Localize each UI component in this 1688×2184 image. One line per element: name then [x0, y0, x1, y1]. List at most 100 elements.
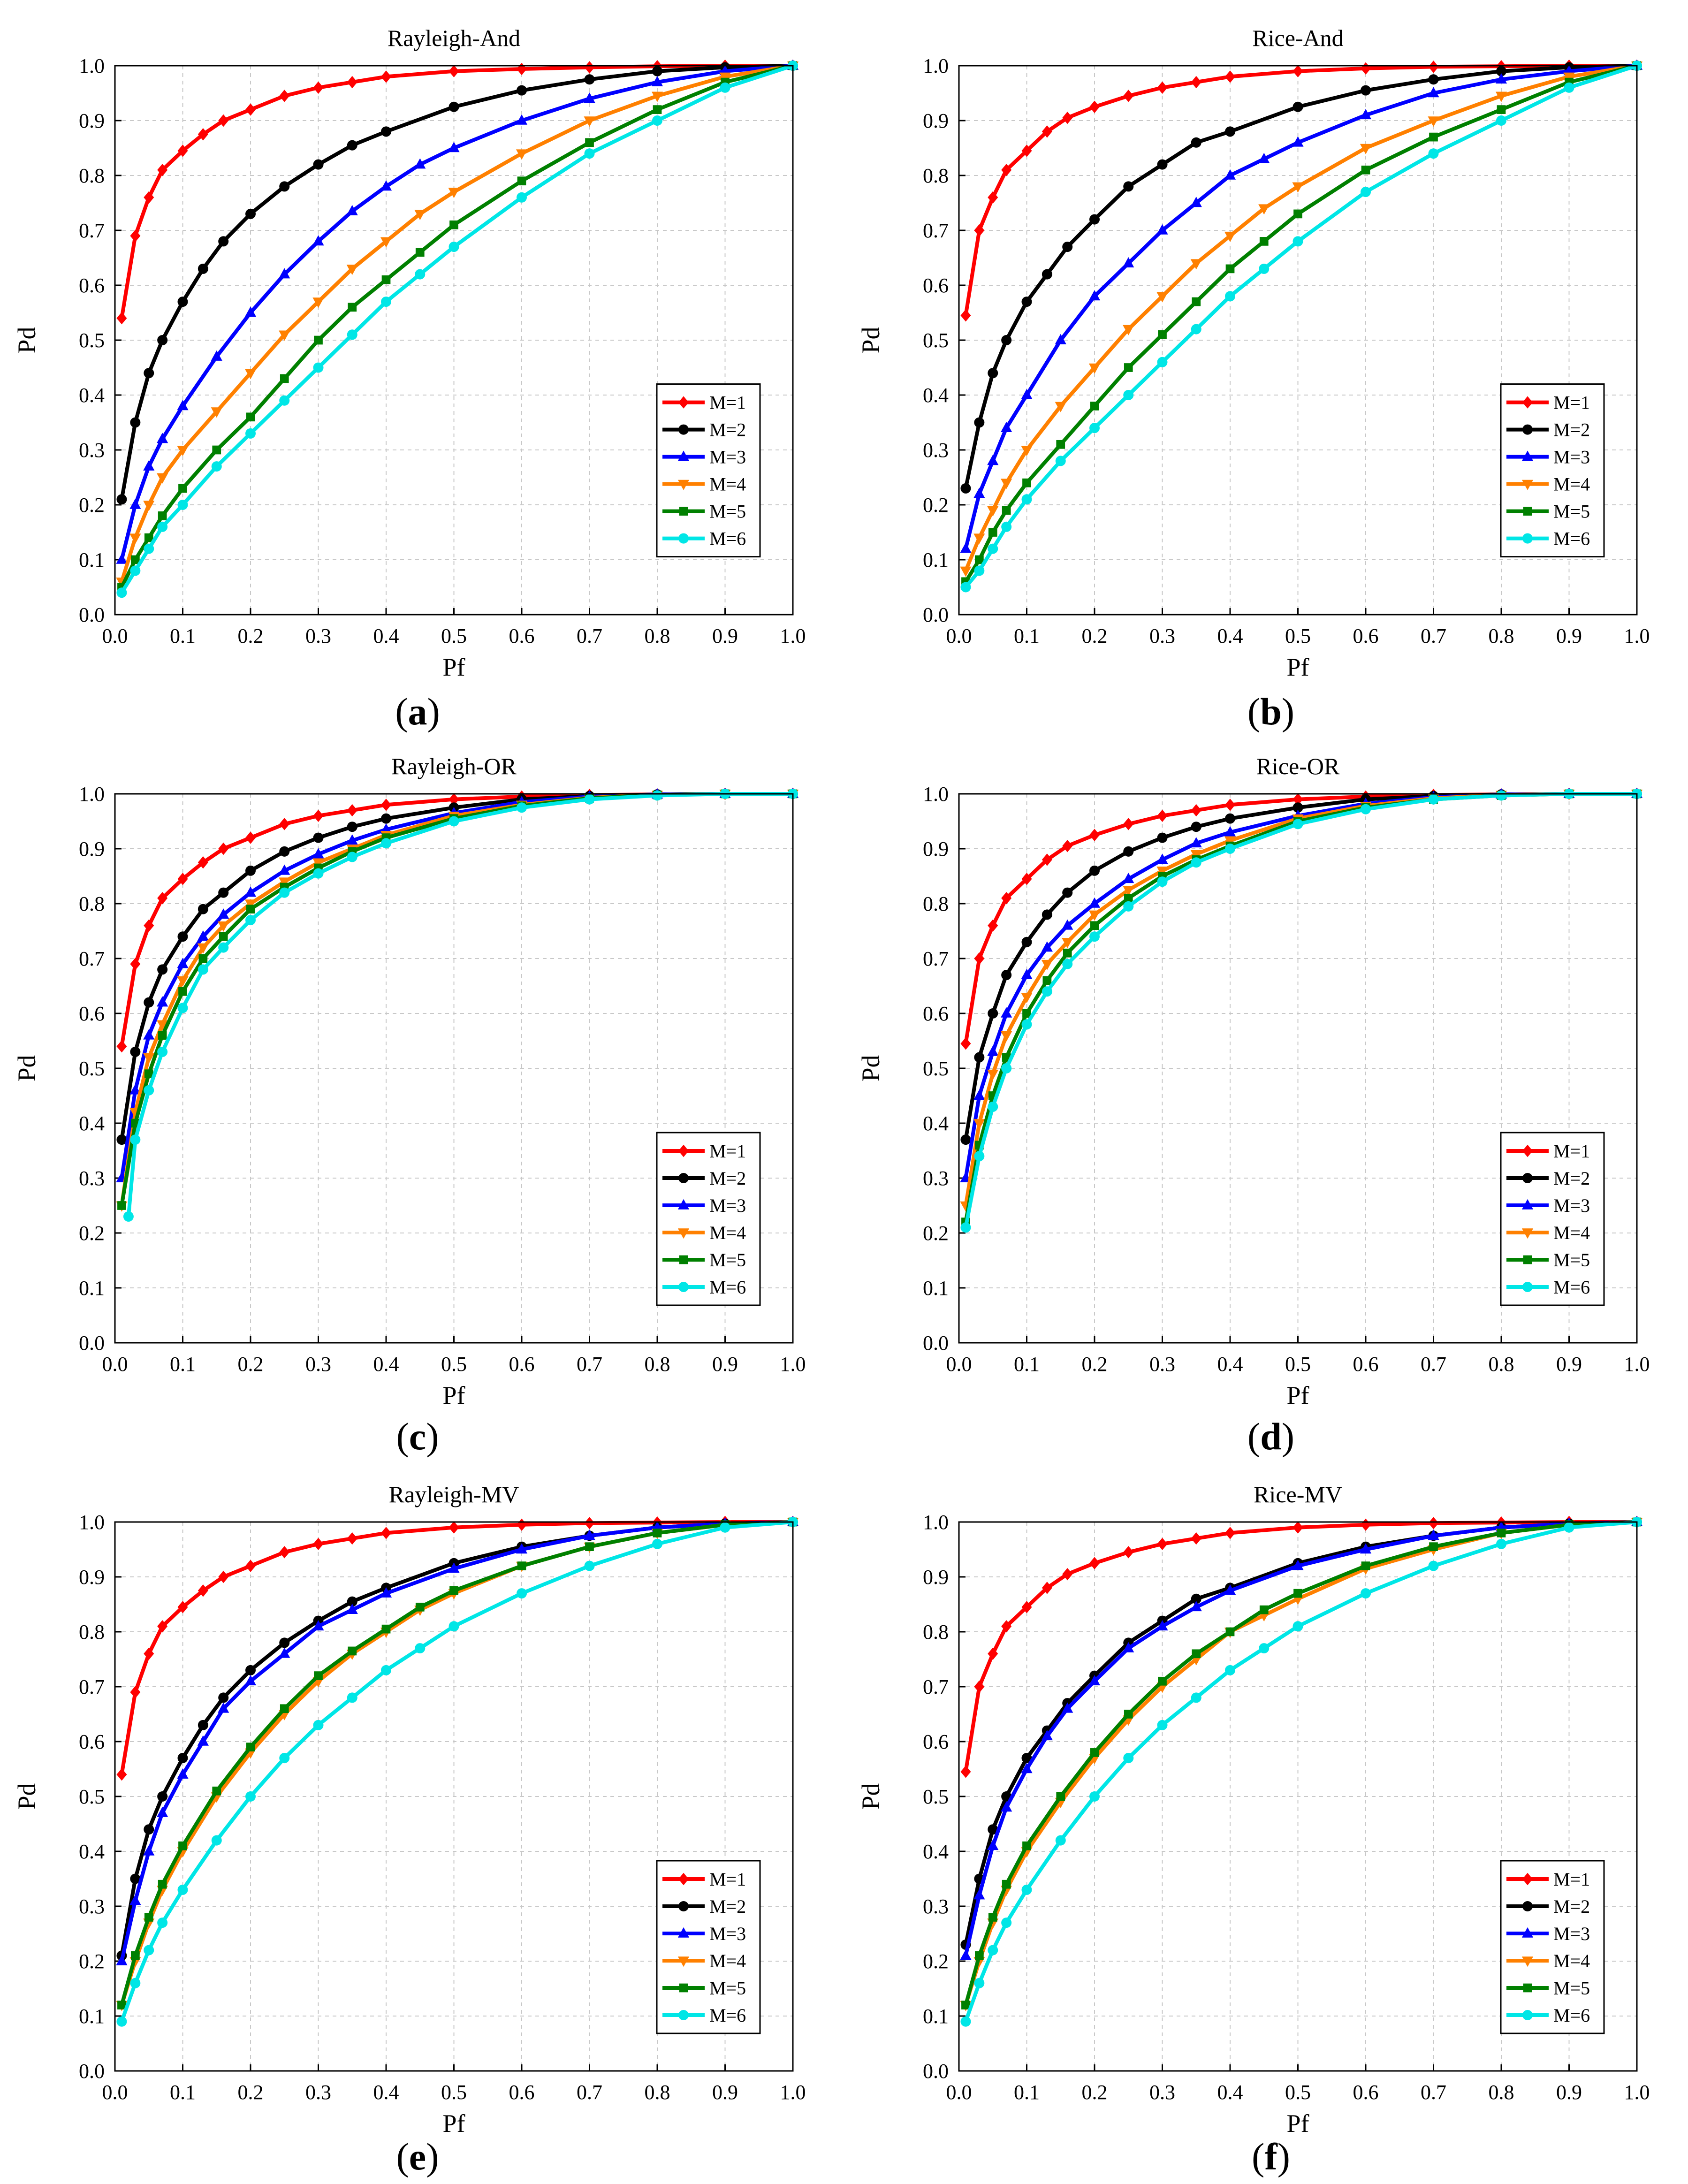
data-point-M5 [1056, 440, 1065, 449]
data-point-M3 [1123, 257, 1134, 267]
data-point-M4 [1258, 204, 1270, 215]
data-point-M5 [1090, 1748, 1099, 1757]
data-point-M3 [1258, 152, 1270, 163]
data-point-M3 [1156, 853, 1168, 864]
data-point-M5 [585, 1542, 594, 1551]
y-tick-label: 0.1 [923, 2005, 949, 2028]
data-point-M6 [1157, 1720, 1168, 1730]
data-point-M6 [584, 148, 595, 159]
x-tick-label: 0.4 [1217, 2081, 1243, 2104]
data-point-M4 [1190, 850, 1202, 860]
data-point-M6 [584, 794, 595, 805]
axes-frame [958, 65, 1638, 616]
legend-marker-M6 [678, 533, 689, 544]
legend-marker-M5 [679, 1255, 688, 1264]
data-point-M5 [1090, 921, 1099, 930]
data-point-M2 [1123, 846, 1134, 857]
y-tick-label: 0.9 [79, 1566, 105, 1589]
data-point-M2 [347, 822, 357, 832]
data-point-M1 [1089, 829, 1100, 841]
data-point-M1 [116, 312, 127, 325]
data-point-M1 [381, 70, 391, 83]
legend-label-M6: M=6 [1553, 1277, 1590, 1298]
data-point-M3 [1292, 136, 1304, 147]
legend-label-M4: M=4 [709, 474, 746, 495]
data-point-M5 [158, 1880, 167, 1889]
y-tick-label: 0.2 [79, 494, 105, 517]
data-point-M5 [348, 1646, 357, 1656]
data-point-M5 [517, 176, 526, 186]
data-point-M6 [381, 1665, 391, 1675]
data-point-M2 [1225, 813, 1235, 824]
x-tick-label: 0.6 [1353, 624, 1379, 647]
data-point-M5 [280, 1704, 289, 1713]
legend-marker-M4 [1521, 1228, 1534, 1239]
legend-marker-M6 [1522, 1282, 1533, 1292]
series-line-M4 [964, 64, 1639, 573]
data-point-M6 [130, 565, 141, 576]
data-point-M6 [116, 2016, 127, 2027]
x-tick-label: 0.5 [1285, 2081, 1311, 2104]
legend-marker-M2 [1522, 1173, 1533, 1183]
data-point-M3 [129, 1084, 141, 1095]
y-axis-label: Pd [13, 1055, 41, 1081]
y-tick-label: 0.0 [923, 2060, 949, 2083]
data-point-M1 [517, 1518, 527, 1531]
data-point-M1 [1293, 65, 1303, 77]
x-tick-label: 0.4 [373, 2081, 399, 2104]
data-point-M5 [212, 445, 221, 455]
legend-marker-M2 [1522, 424, 1533, 435]
legend-label-M2: M=2 [1553, 1168, 1590, 1189]
data-point-M2 [279, 181, 290, 192]
x-tick-label: 0.7 [1421, 624, 1446, 647]
data-point-M5 [1056, 1792, 1065, 1801]
data-point-M1 [130, 958, 141, 970]
data-point-M3 [584, 92, 595, 103]
y-tick-label: 0.1 [79, 548, 105, 571]
y-tick-label: 0.8 [923, 1621, 949, 1644]
data-point-M1 [1062, 111, 1073, 124]
data-point-M5 [1429, 132, 1438, 142]
data-point-M3 [1001, 422, 1012, 432]
panel-label-c: (c) [396, 1415, 439, 1458]
data-point-M2 [245, 208, 256, 219]
data-point-M6 [313, 868, 324, 879]
chart-a: 0.0 0.1 0.2 0.3 0.4 0.5 0.6 0.7 0.8 0.9 1.0 0.0 0.1 0… [13, 25, 806, 681]
data-point-M4 [279, 330, 290, 341]
data-point-M3 [244, 306, 257, 317]
data-point-M3 [177, 958, 189, 968]
data-point-M5 [1124, 363, 1133, 372]
data-point-M3 [448, 1562, 460, 1573]
data-point-M1 [1191, 76, 1201, 89]
data-point-M2 [1191, 1593, 1201, 1604]
data-point-M1 [1062, 839, 1073, 852]
y-tick-label: 1.0 [79, 783, 105, 806]
data-point-M3 [987, 455, 999, 465]
x-tick-label: 0.6 [1353, 2081, 1379, 2104]
x-tick-label: 0.7 [577, 2081, 602, 2104]
data-point-M3 [1021, 388, 1033, 399]
y-tick-label: 0.8 [923, 164, 949, 187]
data-point-M6 [960, 2016, 971, 2027]
data-point-M1 [130, 1686, 141, 1698]
data-point-M3 [1224, 169, 1236, 180]
y-tick-label: 0.7 [79, 1675, 105, 1698]
y-tick-label: 0.0 [923, 603, 949, 626]
data-point-M6 [652, 790, 662, 801]
data-point-M1 [116, 1040, 127, 1053]
data-point-M4 [1123, 885, 1134, 896]
series-line-M5 [120, 1520, 795, 2007]
x-tick-label: 0.6 [1353, 1353, 1379, 1376]
x-axis-label: Pf [442, 1381, 465, 1409]
data-point-M3 [987, 1840, 999, 1850]
x-tick-label: 0.8 [1489, 624, 1514, 647]
data-point-M2 [130, 1046, 141, 1057]
data-point-M1 [313, 1537, 324, 1550]
x-tick-label: 0.7 [1421, 2081, 1446, 2104]
y-tick-label: 0.1 [923, 1277, 949, 1300]
legend-label-M3: M=3 [1553, 1195, 1590, 1216]
legend-label-M6: M=6 [1553, 2005, 1590, 2026]
legend-label-M3: M=3 [1553, 447, 1590, 468]
data-point-M6 [1564, 1522, 1574, 1533]
